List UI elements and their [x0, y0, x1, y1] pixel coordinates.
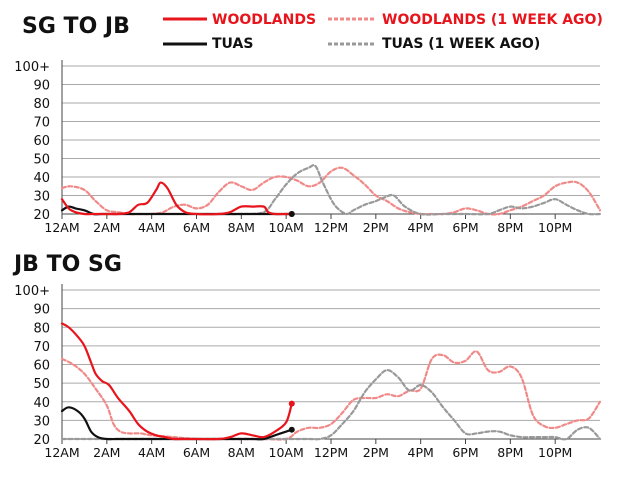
x-tick-label: 4AM	[138, 445, 165, 460]
y-tick-label: 40	[33, 171, 50, 186]
y-tick-label: 50	[33, 153, 50, 168]
series-line-tuas	[60, 205, 293, 216]
y-tick-label: 70	[33, 340, 50, 355]
x-tick-label: 2PM	[363, 445, 389, 460]
x-tick-label: 12AM	[44, 220, 79, 235]
y-tick-label: 80	[33, 321, 50, 336]
series-line-woodlands	[60, 322, 293, 441]
series-line-woodlands	[60, 181, 293, 216]
y-tick-label: 70	[33, 116, 50, 131]
legend-swatch-tuas-week	[328, 42, 376, 46]
x-tick-label: 8AM	[228, 220, 255, 235]
x-tick-label: 10AM	[269, 220, 304, 235]
legend-swatch-tuas	[163, 42, 207, 46]
x-tick-label: 2AM	[93, 220, 120, 235]
x-tick-label: 6AM	[183, 445, 210, 460]
y-tick-label: 30	[33, 414, 50, 429]
x-tick-label: 8AM	[228, 445, 255, 460]
y-tick-label: 20	[33, 208, 50, 223]
x-tick-label: 10PM	[538, 445, 572, 460]
end-marker-tuas	[288, 211, 295, 217]
end-marker-tuas	[288, 426, 295, 433]
x-tick-label: 12PM	[314, 220, 348, 235]
y-tick-label: 40	[33, 396, 50, 411]
x-tick-label: 6PM	[452, 220, 478, 235]
y-tick-label: 30	[33, 190, 50, 205]
series-line-woodlands-week	[60, 350, 602, 441]
legend-label-woodlands: WOODLANDS	[212, 12, 317, 28]
x-tick-label: 12AM	[44, 445, 79, 460]
y-tick-label: 100+	[14, 284, 50, 299]
x-tick-label: 6PM	[452, 445, 478, 460]
y-tick-label: 80	[33, 97, 50, 112]
panel-title-jb-to-sg: JB TO SG	[14, 252, 122, 277]
x-tick-label: 2PM	[363, 220, 389, 235]
x-tick-label: 4AM	[138, 220, 165, 235]
y-tick-label: 90	[33, 303, 50, 318]
legend-swatch-woodlands-week	[328, 17, 376, 21]
y-tick-label: 60	[33, 359, 50, 374]
legend-swatch-woodlands	[163, 17, 207, 21]
y-tick-label: 100+	[14, 60, 50, 75]
y-tick-label: 50	[33, 377, 50, 392]
y-tick-label: 90	[33, 79, 50, 94]
x-tick-label: 8PM	[497, 220, 523, 235]
series-line-tuas-week	[217, 163, 602, 216]
x-tick-label: 2AM	[93, 445, 120, 460]
series-line-tuas	[60, 406, 293, 441]
end-marker-woodlands	[288, 400, 295, 407]
legend-label-tuas: TUAS	[212, 36, 254, 52]
x-tick-label: 12PM	[314, 445, 348, 460]
y-tick-label: 60	[33, 134, 50, 149]
x-tick-label: 4PM	[408, 445, 434, 460]
legend-label-tuas-week: TUAS (1 WEEK AGO)	[382, 36, 541, 52]
x-tick-label: 4PM	[408, 220, 434, 235]
x-tick-label: 10PM	[538, 220, 572, 235]
x-tick-label: 8PM	[497, 445, 523, 460]
legend-label-woodlands-week: WOODLANDS (1 WEEK AGO)	[382, 12, 603, 28]
panel-title-sg-to-jb: SG TO JB	[22, 14, 130, 39]
x-tick-label: 10AM	[269, 445, 304, 460]
y-tick-label: 20	[33, 433, 50, 448]
x-tick-label: 6AM	[183, 220, 210, 235]
